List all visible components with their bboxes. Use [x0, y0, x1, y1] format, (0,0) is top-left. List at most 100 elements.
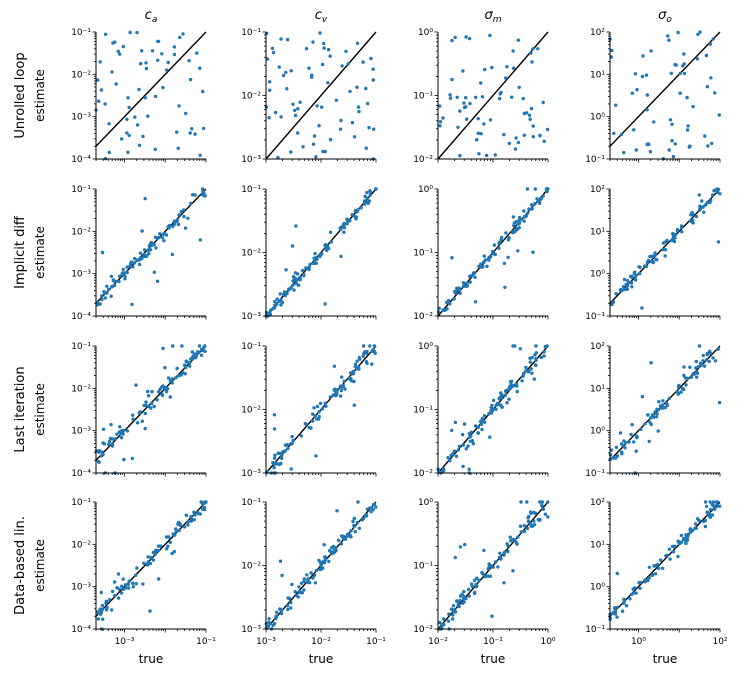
data-point: [438, 124, 442, 128]
data-point: [477, 578, 481, 582]
data-point: [506, 544, 510, 548]
data-point: [110, 70, 114, 74]
data-point: [158, 544, 163, 548]
data-point: [279, 611, 284, 616]
data-point: [132, 261, 137, 265]
data-point: [473, 590, 477, 595]
data-point: [286, 603, 290, 608]
data-point: [655, 258, 659, 262]
data-point: [643, 422, 647, 426]
data-point: [542, 354, 546, 358]
panel-r1-c4: 10⁻¹ 10⁰ 10¹ 10²: [585, 28, 721, 165]
data-point: [503, 389, 508, 393]
data-point: [197, 344, 202, 348]
data-point: [307, 265, 311, 270]
data-point: [289, 600, 293, 605]
data-point: [126, 582, 130, 587]
data-point: [676, 392, 680, 396]
data-point: [371, 67, 375, 71]
data-point: [622, 150, 626, 155]
data-point: [268, 621, 272, 626]
data-point: [302, 588, 306, 592]
y-tick-label: 10⁰: [590, 113, 605, 123]
data-point: [513, 147, 518, 151]
data-point: [286, 446, 290, 451]
data-point: [543, 512, 548, 516]
data-point: [475, 576, 479, 580]
data-point: [622, 277, 627, 282]
y-tick-label: 10⁻⁴: [71, 625, 91, 635]
data-point: [366, 101, 370, 106]
data-point: [189, 357, 193, 361]
data-point: [101, 441, 105, 445]
data-point: [539, 196, 543, 201]
data-point: [544, 187, 549, 191]
data-point: [178, 522, 182, 526]
data-point: [453, 555, 457, 560]
data-point: [355, 359, 359, 363]
data-point: [311, 40, 315, 44]
data-point: [109, 274, 114, 279]
data-point: [155, 398, 159, 402]
data-point: [704, 53, 709, 58]
data-point: [482, 548, 486, 553]
data-point: [629, 274, 634, 279]
data-point: [497, 246, 501, 250]
data-point: [517, 215, 522, 220]
data-point: [487, 412, 491, 416]
data-point: [331, 393, 335, 397]
data-point: [99, 88, 104, 92]
data-point: [315, 404, 320, 409]
row-title-2: Implicit diff: [13, 215, 28, 289]
data-point: [689, 213, 693, 217]
data-point: [641, 54, 645, 58]
data-point: [499, 235, 504, 240]
data-point: [106, 442, 111, 447]
data-point: [494, 407, 498, 411]
data-point: [504, 76, 508, 80]
data-point: [175, 218, 179, 223]
data-point: [345, 222, 349, 226]
data-point: [146, 114, 150, 118]
data-point: [143, 96, 147, 100]
data-point: [278, 559, 283, 563]
data-point: [464, 596, 468, 601]
data-point: [506, 255, 510, 260]
data-point: [458, 594, 463, 598]
data-point: [438, 620, 442, 625]
y-tick-label: 10⁻²: [71, 227, 91, 237]
data-point: [322, 46, 326, 50]
data-point: [451, 604, 456, 608]
identity-line: [609, 31, 721, 147]
data-point: [352, 403, 356, 407]
data-point: [638, 265, 642, 270]
data-point: [438, 104, 442, 108]
data-point: [528, 360, 532, 364]
data-point: [718, 504, 722, 508]
data-point: [688, 527, 693, 531]
y-tick-label: 10²: [590, 28, 605, 38]
x-tick-label: 10⁻¹: [196, 637, 216, 647]
data-point: [97, 449, 101, 453]
data-point: [646, 258, 650, 263]
data-point: [280, 300, 285, 305]
y-tick-label: 10²: [590, 498, 605, 508]
data-point: [514, 541, 518, 545]
data-point: [107, 287, 111, 292]
data-point: [160, 393, 165, 397]
data-point: [193, 132, 197, 136]
data-point: [634, 449, 638, 453]
data-point: [540, 500, 544, 504]
data-point: [521, 374, 525, 378]
data-point: [293, 113, 298, 118]
data-point: [119, 591, 124, 595]
data-point: [96, 78, 100, 82]
data-point: [188, 77, 193, 82]
data-point: [361, 516, 366, 521]
data-point: [300, 591, 304, 595]
data-point: [355, 85, 359, 89]
data-point: [137, 411, 141, 415]
data-point: [291, 283, 295, 287]
data-point: [710, 193, 715, 197]
data-point: [361, 354, 365, 358]
